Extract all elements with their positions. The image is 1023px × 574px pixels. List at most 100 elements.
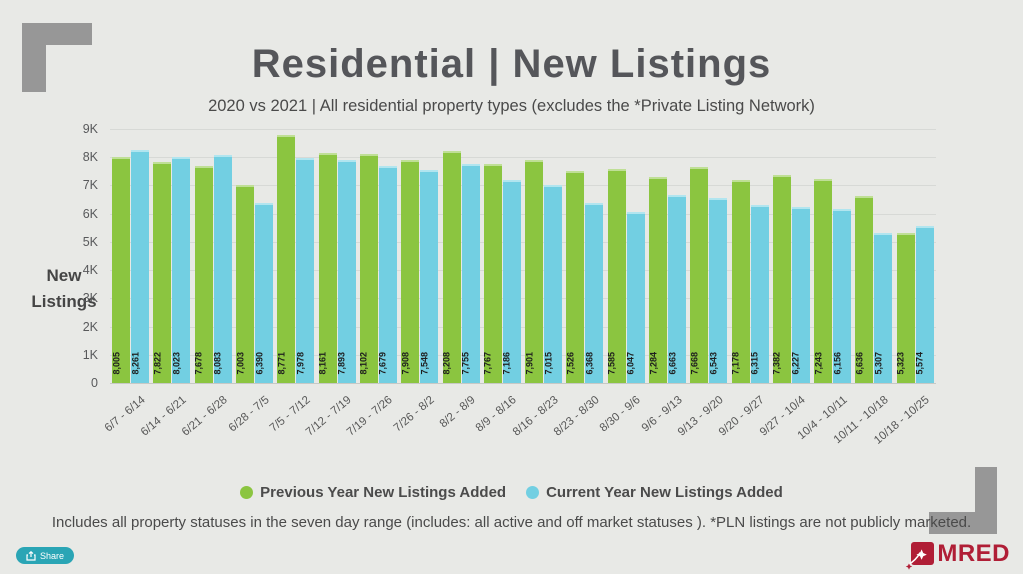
share-button-label: Share bbox=[40, 550, 65, 561]
y-tick-label: 2K bbox=[82, 319, 98, 334]
bar-group: 7,284 6,663 bbox=[647, 129, 688, 383]
bar-value-label: 7,767 bbox=[482, 351, 493, 375]
bar-group: 8,161 7,893 bbox=[316, 129, 357, 383]
bar-value-label: 7,679 bbox=[377, 351, 388, 375]
bar-group: 7,243 6,156 bbox=[812, 129, 853, 383]
bar-group: 7,908 7,548 bbox=[399, 129, 440, 383]
bar-previous-year[interactable]: 8,161 bbox=[317, 153, 337, 383]
bar-value-label: 6,636 bbox=[854, 351, 865, 375]
bar-group: 7,678 8,083 bbox=[193, 129, 234, 383]
bar-value-label: 6,663 bbox=[667, 351, 677, 375]
bar-previous-year[interactable]: 7,822 bbox=[152, 162, 172, 383]
page-title: Residential | New Listings bbox=[251, 42, 772, 86]
y-axis-label: New Listings bbox=[31, 266, 97, 312]
bar-value-label: 5,574 bbox=[914, 351, 925, 375]
bar-current-year[interactable]: 7,755 bbox=[460, 164, 480, 383]
legend-label: Current Year New Listings Added bbox=[546, 484, 783, 501]
bar-previous-year[interactable]: 7,908 bbox=[400, 160, 420, 383]
y-tick-label: 6K bbox=[82, 206, 98, 221]
bar-previous-year[interactable]: 8,208 bbox=[442, 151, 461, 383]
bar-current-year[interactable]: 7,186 bbox=[501, 180, 521, 383]
bar-current-year[interactable]: 7,679 bbox=[377, 166, 397, 383]
bar-value-label: 7,668 bbox=[689, 351, 700, 375]
gridline bbox=[110, 354, 936, 356]
x-tick-label: 8/16 - 8/23 bbox=[510, 394, 561, 439]
bar-current-year[interactable]: 6,156 bbox=[832, 209, 852, 383]
bar-value-label: 7,526 bbox=[565, 351, 576, 375]
mred-logo-text: MRED bbox=[937, 540, 1010, 567]
bar-previous-year[interactable]: 7,382 bbox=[771, 175, 791, 383]
bar-previous-year[interactable]: 8,771 bbox=[276, 135, 296, 383]
bar-group: 8,208 7,755 bbox=[440, 129, 481, 383]
page-subtitle: 2020 vs 2021 | All residential property … bbox=[208, 97, 815, 115]
gridline bbox=[110, 326, 936, 328]
bar-previous-year[interactable]: 8,005 bbox=[111, 157, 131, 383]
bar-current-year[interactable]: 7,015 bbox=[543, 185, 563, 383]
bar-previous-year[interactable]: 6,636 bbox=[854, 196, 874, 383]
bar-current-year[interactable]: 5,307 bbox=[873, 233, 893, 383]
bar-previous-year[interactable]: 7,585 bbox=[607, 169, 626, 383]
x-tick-label: 7/26 - 8/2 bbox=[391, 394, 437, 435]
bar-current-year[interactable]: 8,023 bbox=[171, 157, 191, 383]
bar-current-year[interactable]: 7,978 bbox=[295, 158, 315, 383]
bar-previous-year[interactable]: 7,284 bbox=[648, 177, 667, 383]
bar-value-label: 8,083 bbox=[212, 351, 223, 375]
bar-value-label: 6,315 bbox=[749, 351, 760, 375]
bar-current-year[interactable]: 6,543 bbox=[708, 198, 728, 383]
bar-value-label: 7,822 bbox=[152, 351, 163, 375]
bar-previous-year[interactable]: 7,678 bbox=[194, 166, 213, 383]
gridline bbox=[110, 383, 936, 384]
bar-previous-year[interactable]: 8,102 bbox=[358, 154, 378, 383]
bar-value-label: 7,382 bbox=[771, 351, 782, 375]
bar-current-year[interactable]: 8,083 bbox=[212, 155, 232, 383]
bar-previous-year[interactable]: 7,003 bbox=[235, 185, 255, 383]
bar-current-year[interactable]: 6,390 bbox=[254, 203, 274, 383]
gridline bbox=[110, 129, 936, 130]
y-tick-label: 5K bbox=[82, 234, 98, 249]
bar-group: 7,585 6,047 bbox=[606, 129, 647, 383]
bar-current-year[interactable]: 7,548 bbox=[419, 170, 439, 383]
x-tick-label: 6/21 - 6/28 bbox=[180, 394, 230, 439]
bar-previous-year[interactable]: 7,243 bbox=[813, 179, 833, 383]
bar-current-year[interactable]: 6,663 bbox=[667, 195, 686, 383]
bar-previous-year[interactable]: 7,178 bbox=[731, 180, 750, 383]
bar-previous-year[interactable]: 7,901 bbox=[524, 160, 544, 383]
y-tick-label: 0 bbox=[91, 376, 98, 390]
bar-value-label: 7,901 bbox=[524, 351, 535, 375]
bar-value-label: 8,023 bbox=[171, 351, 182, 375]
legend-swatch bbox=[526, 486, 540, 499]
bar-value-label: 7,755 bbox=[460, 351, 471, 375]
corner-decoration-bottom-right bbox=[975, 467, 997, 534]
bar-previous-year[interactable]: 7,767 bbox=[482, 164, 502, 383]
gridline bbox=[110, 213, 936, 215]
y-axis: 0 1K 2K 3K 4K 5K 6K 7K 8K 9K bbox=[0, 122, 104, 390]
bar-value-label: 7,908 bbox=[400, 351, 411, 375]
bar-value-label: 6,227 bbox=[790, 351, 801, 375]
bar-previous-year[interactable]: 7,668 bbox=[689, 167, 709, 383]
bar-value-label: 8,771 bbox=[276, 351, 287, 375]
bar-current-year[interactable]: 6,368 bbox=[584, 203, 604, 383]
bar-value-label: 6,368 bbox=[584, 351, 595, 375]
y-tick-label: 3K bbox=[82, 291, 98, 306]
legend-item[interactable]: Previous Year New Listings Added bbox=[240, 484, 506, 501]
bar-current-year[interactable]: 6,047 bbox=[626, 212, 645, 383]
bar-value-label: 8,102 bbox=[358, 351, 369, 375]
bar-group: 7,901 7,015 bbox=[523, 129, 564, 383]
bar-previous-year[interactable]: 5,323 bbox=[896, 233, 915, 383]
bar-previous-year[interactable]: 7,526 bbox=[565, 171, 585, 383]
legend-swatch bbox=[240, 486, 254, 499]
bar-current-year[interactable]: 5,574 bbox=[914, 226, 934, 383]
bar-value-label: 5,307 bbox=[873, 351, 884, 375]
bar-current-year[interactable]: 8,261 bbox=[130, 150, 150, 383]
bar-current-year[interactable]: 7,893 bbox=[337, 160, 356, 383]
bar-value-label: 8,161 bbox=[317, 351, 328, 375]
share-button[interactable]: Share bbox=[16, 547, 75, 564]
bar-group: 8,102 7,679 bbox=[358, 129, 399, 383]
bar-value-label: 6,390 bbox=[254, 351, 265, 375]
bar-current-year[interactable]: 6,227 bbox=[790, 207, 810, 383]
legend-item[interactable]: Current Year New Listings Added bbox=[526, 484, 783, 501]
bar-value-label: 7,186 bbox=[501, 351, 512, 375]
bar-current-year[interactable]: 6,315 bbox=[749, 205, 769, 383]
y-tick-label: 8K bbox=[82, 150, 98, 165]
